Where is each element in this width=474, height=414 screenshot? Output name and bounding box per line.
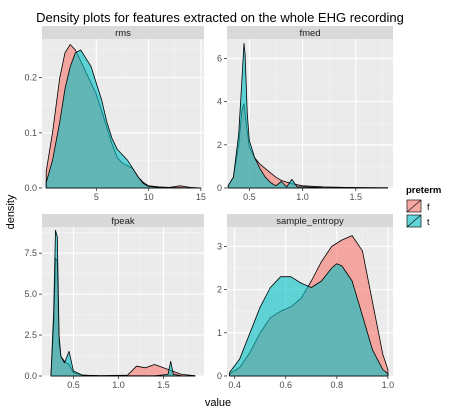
y-tick-label: 0.2 — [24, 73, 37, 83]
x-tick-label: 0.5 — [67, 380, 80, 390]
legend-label-t: t — [427, 217, 430, 227]
y-tick-label: 2.5 — [24, 330, 37, 340]
x-tick-label: 15 — [196, 192, 206, 202]
x-tick-label: 1.5 — [157, 380, 170, 390]
legend: preterm f t — [406, 185, 441, 228]
x-tick-label: 0.8 — [331, 380, 344, 390]
strip-fmed — [227, 26, 393, 39]
strip-fpeak — [42, 214, 204, 227]
x-tick-label: 1.0 — [382, 380, 395, 390]
y-tick-label: 2 — [217, 285, 222, 295]
y-tick-label: 0.0 — [24, 183, 37, 193]
y-tick-label: 5.0 — [24, 289, 37, 299]
legend-line-t — [406, 214, 422, 228]
strip-label-fpeak: fpeak — [111, 216, 134, 227]
x-tick-label: 1.0 — [296, 192, 309, 202]
x-tick-label: 0.5 — [243, 192, 256, 202]
y-tick-label: 4 — [217, 97, 222, 107]
y-tick-label: 7.5 — [24, 248, 37, 258]
x-tick-label: 0.6 — [279, 380, 292, 390]
x-tick-label: 1.0 — [112, 380, 125, 390]
x-axis-label: value — [205, 397, 231, 409]
panel-fmed: fmed 0.5 1.0 1.5 0 2 4 6 — [217, 26, 393, 202]
x-tick-label: 5 — [94, 192, 99, 202]
strip-rms — [42, 26, 204, 39]
chart-title: Density plots for features extracted on … — [36, 10, 404, 25]
y-tick-label: 0 — [217, 371, 222, 381]
density-area-fpeak-t — [50, 229, 196, 377]
strip-label-sample-entropy: sample_entropy — [276, 216, 344, 227]
strip-sample-entropy — [227, 214, 393, 227]
legend-title: preterm — [406, 185, 441, 196]
panel-rms: rms 5 10 15 0.0 0.1 0.2 — [24, 26, 206, 202]
y-tick-label: 2 — [217, 140, 222, 150]
panel-sample-entropy: sample_entropy 0.4 0.6 0.8 1.0 0 1 2 3 — [217, 214, 394, 390]
x-tick-label: 0.4 — [228, 380, 241, 390]
y-tick-label: 3 — [217, 241, 222, 251]
density-area-rms-t — [45, 49, 202, 189]
strip-label-rms: rms — [115, 28, 131, 39]
strip-label-fmed: fmed — [299, 28, 320, 39]
x-tick-label: 10 — [144, 192, 154, 202]
x-tick-label: 1.5 — [349, 192, 362, 202]
y-tick-label: 1 — [217, 328, 222, 338]
panel-fpeak: fpeak 0.5 1.0 1.5 0.0 2.5 5.0 7.5 — [24, 214, 204, 390]
density-area-sample-entropy-t — [229, 263, 389, 377]
legend-label-f: f — [427, 202, 430, 212]
y-tick-label: 6 — [217, 53, 222, 63]
density-area-fmed-t — [227, 42, 389, 189]
y-axis-label: density — [5, 194, 17, 229]
panel-background-fpeak — [42, 227, 204, 376]
legend-line-f — [406, 199, 422, 213]
y-tick-label: 0 — [217, 183, 222, 193]
y-tick-label: 0.0 — [24, 371, 37, 381]
y-tick-label: 0.1 — [24, 128, 37, 138]
